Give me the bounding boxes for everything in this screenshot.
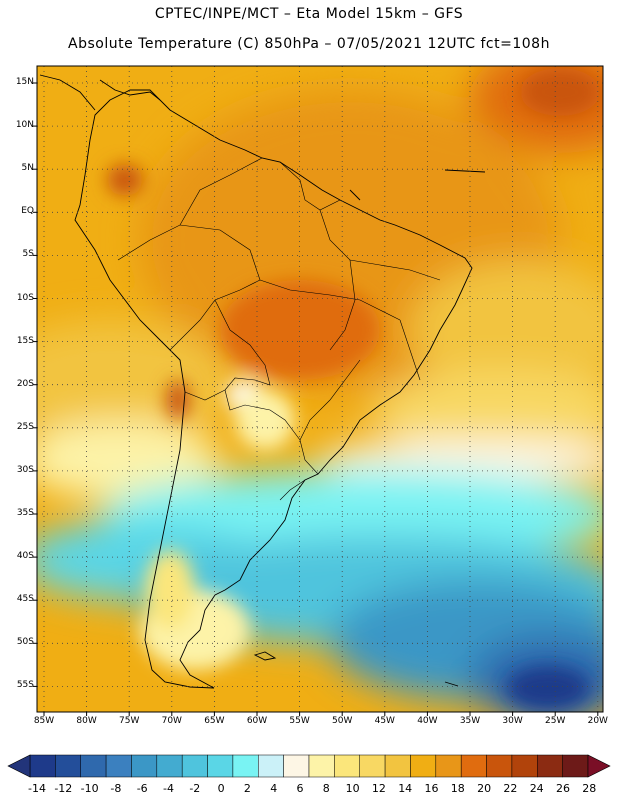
lon-label: 20W [587,716,608,726]
colorbar-over-triangle [587,754,611,778]
lat-label: 10N [15,120,34,131]
coastlines [39,74,486,689]
colorbar-segment [156,754,183,778]
colorbar-segment [384,754,411,778]
colorbar-segment [334,754,360,778]
colorbar-label: 4 [270,782,278,795]
colorbar-label: 10 [345,782,360,795]
lat-label: 45S [16,594,34,605]
lat-label: 55S [16,680,34,691]
colorbar-segment [359,754,386,778]
lon-label: 35W [459,716,481,726]
colorbar-label: -2 [189,782,201,795]
colorbar-segment [511,754,538,778]
colorbar-label: 18 [450,782,465,795]
colorbar-label: 22 [503,782,518,795]
colorbar-label: 28 [582,782,597,795]
colorbar-segment [435,754,462,778]
lat-label: 25S [16,421,34,432]
lat-label: 35S [16,508,34,518]
colorbar-label: 24 [529,782,544,795]
colorbar-label: -6 [136,782,148,795]
colorbar-segment [258,754,284,778]
colorbar-label: 12 [371,782,386,795]
lon-label: 40W [417,716,438,726]
lon-label: 25W [545,716,566,726]
colorbar-segment [308,754,335,778]
colorbar-label: -4 [163,782,174,795]
lon-label: 85W [33,716,55,726]
lon-label: 65W [204,716,225,726]
lon-label: 75W [119,716,140,726]
lon-label: 45W [374,716,395,726]
chart-title-line1: CPTEC/INPE/MCT – Eta Model 15km – GFS [154,6,464,22]
colorbar-label: 20 [477,782,492,795]
lat-label: 5S [22,249,34,260]
colorbar-segment [486,754,513,778]
colorbar-segment [232,754,259,778]
lat-label: 50S [16,637,34,648]
lat-label: 40S [16,551,34,562]
lon-label: 70W [161,716,182,726]
lat-label: 10S [16,292,34,303]
lat-label: 20S [16,378,34,389]
lon-label: 30W [502,716,523,726]
colorbar-label: -8 [110,782,122,795]
colorbar-label: -14 [28,782,46,795]
colorbar-segment [181,754,208,778]
colorbar-label: -10 [80,782,99,795]
colorbar-label: -12 [54,782,73,795]
colorbar-segment [460,754,487,778]
colorbar-label: 26 [556,782,570,795]
lon-label: 55W [289,716,310,726]
colorbar-segment [105,754,132,778]
lat-label: 15S [16,335,34,346]
lon-label: 50W [332,716,353,726]
colorbar-segment [55,754,81,778]
lon-label: 60W [246,716,268,726]
colorbar-label: 2 [243,782,251,795]
colorbar-label: 6 [296,782,304,795]
colorbar-label: 16 [424,782,439,795]
colorbar-label: 8 [322,782,330,795]
lat-label: 30S [16,464,34,475]
temperature-field [37,66,603,712]
colorbar-segment [207,754,234,778]
lon-label: 80W [76,716,97,726]
axis-ticks [33,82,599,716]
colorbar [7,754,611,778]
colorbar-segment [562,754,589,778]
lat-label: EQ [21,206,34,217]
country-borders [117,157,441,501]
colorbar-label: 14 [398,782,413,795]
lat-label: 5N [21,163,34,174]
chart-title-line2: Absolute Temperature (C) 850hPa – 07/05/… [68,36,550,52]
colorbar-under-triangle [7,754,31,778]
map-frame [36,65,604,713]
colorbar-segment [131,754,158,778]
colorbar-label: 0 [217,782,225,795]
colorbar-segment [80,754,107,778]
colorbar-segment [410,754,437,778]
colorbar-segment [283,754,310,778]
colorbar-segment [537,754,563,778]
lat-label: 15N [15,77,34,87]
colorbar-segment [29,754,56,778]
